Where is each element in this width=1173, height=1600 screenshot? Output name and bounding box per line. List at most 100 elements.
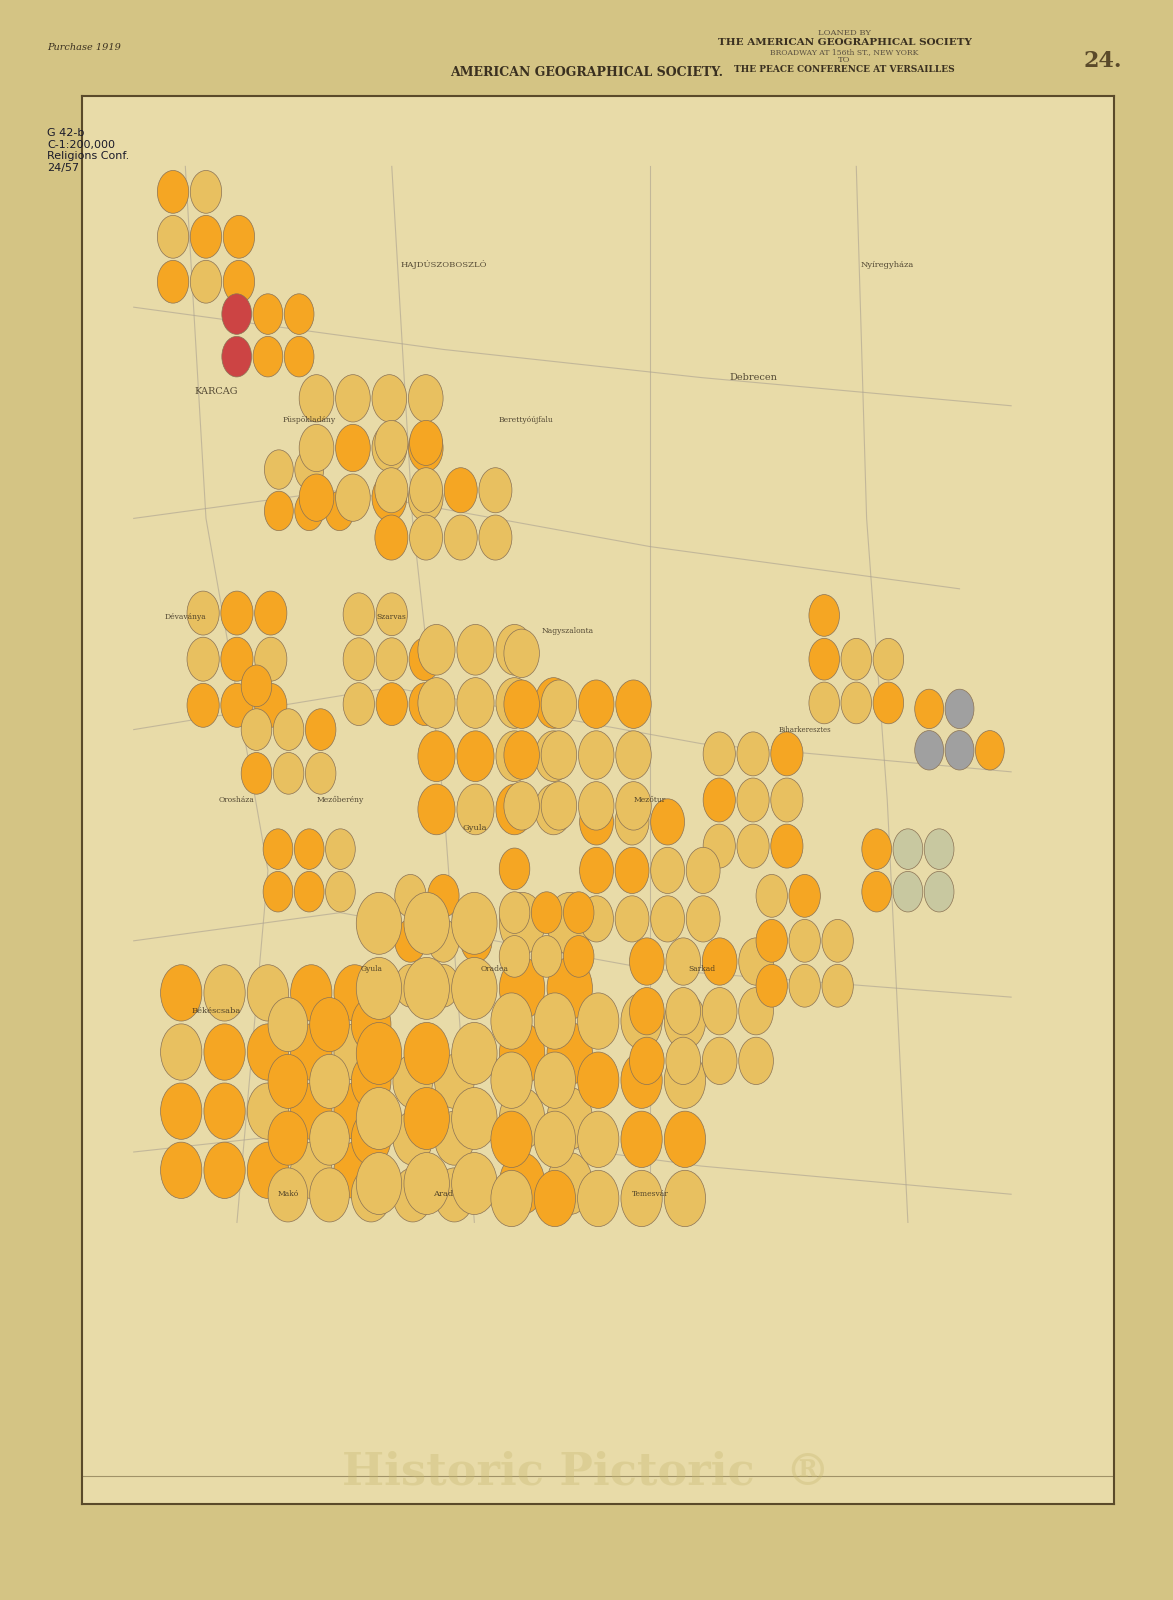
Circle shape: [221, 683, 253, 728]
Circle shape: [547, 957, 592, 1019]
Circle shape: [187, 683, 219, 728]
Text: BROADWAY AT 156th ST., NEW YORK: BROADWAY AT 156th ST., NEW YORK: [771, 48, 918, 56]
Circle shape: [621, 1170, 663, 1227]
Circle shape: [651, 896, 685, 942]
Circle shape: [664, 1053, 706, 1109]
Circle shape: [461, 965, 491, 1006]
Circle shape: [242, 666, 272, 707]
Text: Orosháza: Orosháza: [219, 795, 255, 803]
Circle shape: [541, 782, 577, 830]
Circle shape: [630, 938, 664, 986]
Circle shape: [157, 216, 189, 258]
Circle shape: [335, 424, 371, 472]
Circle shape: [357, 893, 401, 954]
Circle shape: [630, 987, 664, 1035]
Circle shape: [500, 957, 544, 1019]
Text: Nyíregyháza: Nyíregyháza: [861, 261, 914, 269]
Circle shape: [223, 261, 255, 302]
Circle shape: [161, 965, 202, 1021]
Circle shape: [452, 893, 497, 954]
Circle shape: [579, 848, 613, 893]
Circle shape: [578, 731, 613, 779]
Circle shape: [547, 1022, 592, 1085]
Circle shape: [457, 678, 494, 728]
Circle shape: [434, 1168, 474, 1222]
Circle shape: [299, 474, 334, 522]
Circle shape: [504, 680, 540, 728]
Circle shape: [664, 994, 706, 1050]
Circle shape: [161, 1024, 202, 1080]
Text: Temesvár: Temesvár: [631, 1190, 669, 1198]
Circle shape: [703, 778, 735, 822]
Circle shape: [377, 638, 407, 680]
Circle shape: [242, 752, 272, 794]
Circle shape: [789, 875, 820, 917]
Circle shape: [222, 294, 251, 334]
Circle shape: [945, 690, 974, 728]
Circle shape: [664, 1170, 706, 1227]
Circle shape: [223, 216, 255, 258]
Circle shape: [490, 1170, 533, 1227]
Circle shape: [621, 994, 663, 1050]
Circle shape: [375, 421, 408, 466]
Circle shape: [310, 997, 350, 1051]
Circle shape: [255, 637, 287, 682]
Circle shape: [248, 1142, 289, 1198]
Circle shape: [666, 987, 700, 1035]
Circle shape: [255, 590, 287, 635]
Circle shape: [500, 936, 530, 978]
Circle shape: [352, 1168, 391, 1222]
Circle shape: [490, 1110, 533, 1168]
Circle shape: [490, 1053, 533, 1109]
Circle shape: [615, 798, 649, 845]
Circle shape: [335, 374, 371, 422]
Circle shape: [377, 594, 407, 635]
Circle shape: [409, 515, 442, 560]
Circle shape: [534, 994, 576, 1050]
Circle shape: [461, 920, 491, 962]
Circle shape: [531, 891, 562, 933]
Circle shape: [739, 1037, 773, 1085]
Circle shape: [428, 965, 459, 1006]
Circle shape: [737, 731, 769, 776]
Circle shape: [204, 1083, 245, 1139]
Circle shape: [157, 171, 189, 213]
Circle shape: [375, 515, 408, 560]
Text: THE PEACE CONFERENCE AT VERSAILLES: THE PEACE CONFERENCE AT VERSAILLES: [734, 66, 955, 74]
Circle shape: [393, 1168, 433, 1222]
Circle shape: [822, 965, 853, 1006]
Circle shape: [404, 1088, 449, 1149]
Circle shape: [310, 1110, 350, 1165]
Circle shape: [615, 848, 649, 893]
Text: Dévaványa: Dévaványa: [164, 613, 206, 621]
Circle shape: [408, 474, 443, 522]
Circle shape: [264, 491, 293, 531]
Circle shape: [253, 336, 283, 378]
Circle shape: [504, 782, 540, 830]
Text: Berettyóújfalu: Berettyóújfalu: [499, 416, 554, 424]
Circle shape: [334, 1024, 375, 1080]
Circle shape: [579, 798, 613, 845]
Circle shape: [616, 731, 651, 779]
Circle shape: [404, 957, 449, 1019]
Circle shape: [531, 936, 562, 978]
Circle shape: [789, 920, 820, 962]
Circle shape: [187, 637, 219, 682]
Circle shape: [299, 424, 334, 472]
Circle shape: [862, 872, 891, 912]
Circle shape: [490, 994, 533, 1050]
Text: Gyula: Gyula: [462, 824, 487, 832]
Circle shape: [434, 1110, 474, 1165]
Circle shape: [479, 515, 511, 560]
Circle shape: [686, 848, 720, 893]
Circle shape: [457, 624, 494, 675]
Circle shape: [408, 374, 443, 422]
Circle shape: [418, 624, 455, 675]
Circle shape: [445, 467, 477, 512]
Circle shape: [534, 1170, 576, 1227]
Circle shape: [428, 920, 459, 962]
Circle shape: [500, 1152, 544, 1214]
Circle shape: [809, 638, 840, 680]
Circle shape: [563, 891, 594, 933]
Circle shape: [915, 731, 943, 770]
